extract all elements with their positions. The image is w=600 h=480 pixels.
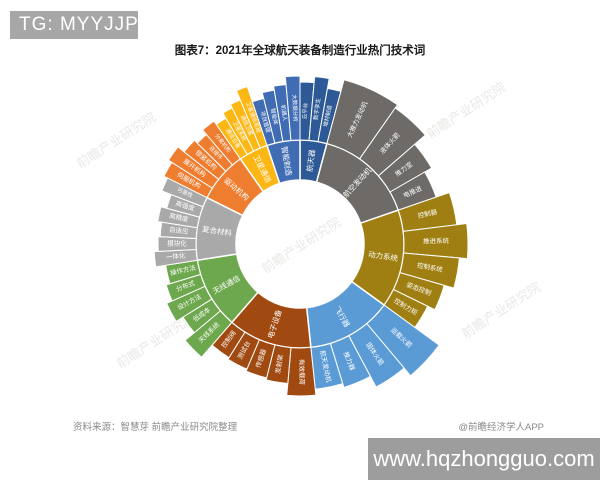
segment-label: 有效载荷 (297, 359, 306, 386)
section-label: 动力系统 (368, 249, 400, 263)
url-watermark-badge: www.hqzhongguo.com (368, 438, 600, 480)
segment-label: 机器人 (279, 104, 289, 122)
segment-label: 自适应 (169, 225, 190, 236)
segment-label: 推进系统 (423, 236, 450, 245)
segment-label: 数字孪生 (311, 97, 322, 120)
tg-watermark-badge: TG: MYYJJPP (10, 11, 151, 39)
section-label: 航天器 (304, 148, 317, 172)
page-title: 图表7：2021年全球航天装备制造行业热门技术词 (174, 45, 426, 57)
sunburst-segment-arc (284, 75, 301, 141)
segment-label: 模块化 (167, 239, 187, 248)
credit-note: @前瞻经济学人APP (458, 422, 544, 433)
segment-label: 一体化 (165, 251, 186, 262)
segment-label: 智能体 (269, 108, 280, 126)
section-label: 复合材料 (201, 223, 233, 238)
segment-label: 云平台 (300, 102, 309, 119)
segment-label: 大数据分析 (291, 94, 300, 122)
section-label: 智能制造 (280, 145, 295, 177)
source-note: 资料来源：智慧芽 前瞻产业研究院整理 (73, 422, 238, 433)
